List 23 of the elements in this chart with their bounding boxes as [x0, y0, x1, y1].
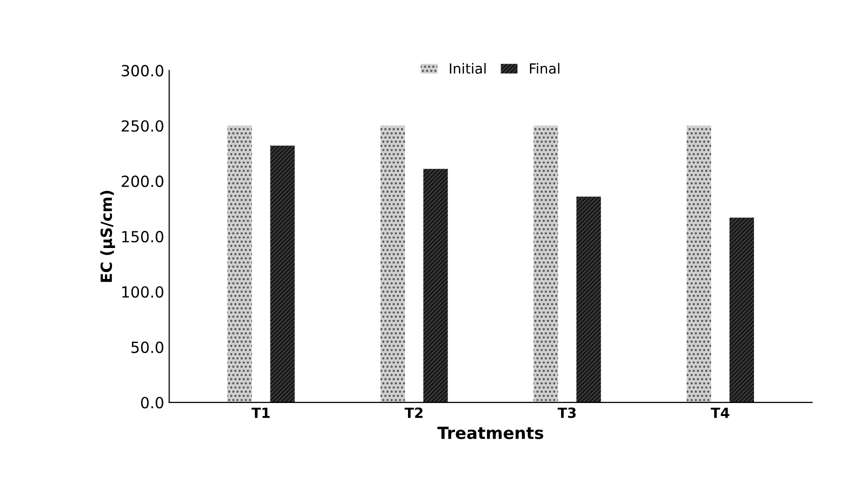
y-tick-label: 250.0 — [122, 120, 164, 132]
x-tick-label: T1 — [252, 408, 270, 418]
y-tick-label: 150.0 — [122, 230, 164, 242]
bar — [423, 168, 448, 402]
x-tick-label: T3 — [558, 408, 576, 418]
legend-label: Final — [530, 63, 560, 74]
bar — [534, 126, 558, 402]
bar — [686, 126, 712, 402]
y-tick-label: 300.0 — [122, 64, 164, 76]
bar — [729, 218, 754, 402]
legend-label: Initial — [450, 63, 486, 74]
bar — [576, 196, 601, 402]
y-tick-label: 200.0 — [122, 176, 164, 188]
y-axis-title: EC (µS/cm) — [100, 190, 116, 282]
y-tick-label: 0.0 — [141, 396, 164, 408]
y-tick-label: 50.0 — [132, 342, 164, 354]
x-tick-label: T2 — [404, 408, 422, 418]
y-tick-label: 100.0 — [122, 286, 164, 298]
x-tick-label: T4 — [710, 408, 730, 418]
bar — [380, 126, 405, 402]
bar — [270, 146, 295, 402]
x-axis-title: Treatments — [437, 426, 544, 440]
bar — [227, 126, 252, 402]
